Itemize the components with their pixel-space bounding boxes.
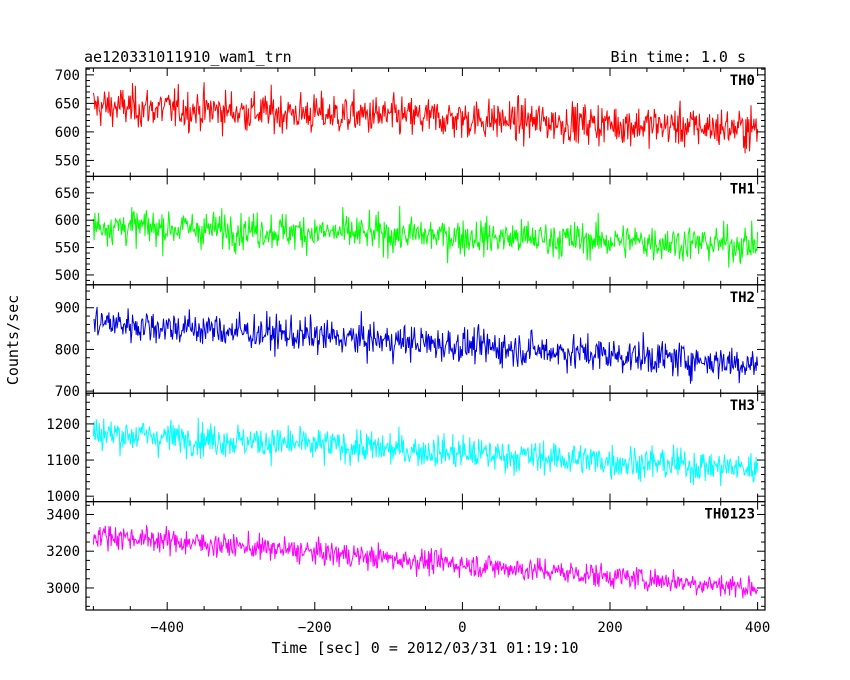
series-line-th0123 bbox=[92, 525, 759, 599]
y-tick-label: 650 bbox=[55, 186, 80, 202]
x-tick-label: −200 bbox=[298, 620, 332, 636]
y-tick-label: 550 bbox=[55, 241, 80, 257]
y-tick-label: 650 bbox=[55, 96, 80, 112]
panel-th2: 700 800 900 TH2 bbox=[55, 284, 766, 400]
series-line-th3 bbox=[92, 417, 759, 487]
panel-th3: 1000 1100 1200 TH3 bbox=[46, 392, 766, 505]
panel-th0123: 3000 3200 3400 TH0123 bbox=[46, 501, 766, 611]
series-line-th1 bbox=[92, 205, 759, 268]
y-tick-label: 600 bbox=[55, 213, 80, 229]
x-tick-labels: −400 −200 0 200 400 bbox=[150, 620, 770, 636]
panels-group: 550 600 650 700 TH0 500 550 600 650 TH1 700 800 900 T… bbox=[46, 67, 766, 611]
x-axis-label: Time [sec] 0 = 2012/03/31 01:19:10 bbox=[271, 639, 578, 657]
x-tick-label: 400 bbox=[745, 620, 770, 636]
y-tick-label: 3000 bbox=[46, 581, 80, 597]
x-tick-label: −400 bbox=[150, 620, 184, 636]
panel-frame bbox=[85, 67, 766, 178]
y-tick-label: 600 bbox=[55, 125, 80, 141]
series-label-th3: TH3 bbox=[730, 398, 755, 414]
y-axis-label: Counts/sec bbox=[4, 295, 22, 385]
series-label-th0: TH0 bbox=[730, 73, 755, 89]
series-line-th2 bbox=[93, 306, 759, 384]
y-tick-label: 800 bbox=[55, 342, 80, 358]
y-tick-label: 3200 bbox=[46, 544, 80, 560]
x-tick-label: 200 bbox=[597, 620, 622, 636]
y-tick-label: 900 bbox=[55, 301, 80, 317]
y-tick-label: 1100 bbox=[46, 453, 80, 469]
series-label-th0123: TH0123 bbox=[704, 507, 755, 523]
y-tick-label: 1000 bbox=[46, 489, 80, 505]
series-label-th2: TH2 bbox=[730, 290, 755, 306]
y-tick-label: 700 bbox=[55, 68, 80, 84]
bin-time-label: Bin time: 1.0 s bbox=[611, 48, 746, 66]
series-label-th1: TH1 bbox=[730, 181, 755, 197]
y-tick-label: 500 bbox=[55, 268, 80, 284]
y-tick-label: 550 bbox=[55, 153, 80, 169]
series-line-th0 bbox=[92, 82, 759, 154]
plot-title: ae120331011910_wam1_trn bbox=[84, 48, 292, 66]
y-tick-label: 3400 bbox=[46, 507, 80, 523]
y-tick-label: 1200 bbox=[46, 417, 80, 433]
y-tick-label: 700 bbox=[55, 384, 80, 400]
panel-th0: 550 600 650 700 TH0 bbox=[55, 67, 766, 178]
x-tick-label: 0 bbox=[458, 620, 466, 636]
panel-th1: 500 550 600 650 TH1 bbox=[55, 175, 766, 286]
